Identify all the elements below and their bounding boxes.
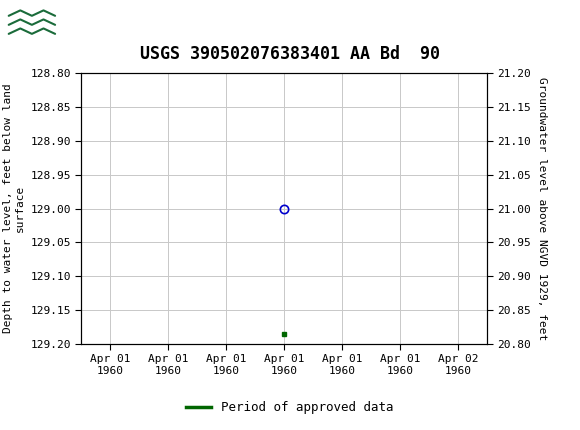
Text: USGS 390502076383401 AA Bd  90: USGS 390502076383401 AA Bd 90 [140,45,440,63]
Y-axis label: Groundwater level above NGVD 1929, feet: Groundwater level above NGVD 1929, feet [537,77,547,340]
Y-axis label: Depth to water level, feet below land
surface: Depth to water level, feet below land su… [3,84,25,333]
Legend: Period of approved data: Period of approved data [181,396,399,419]
Bar [6,4,58,41]
Text: USGS: USGS [67,12,130,33]
